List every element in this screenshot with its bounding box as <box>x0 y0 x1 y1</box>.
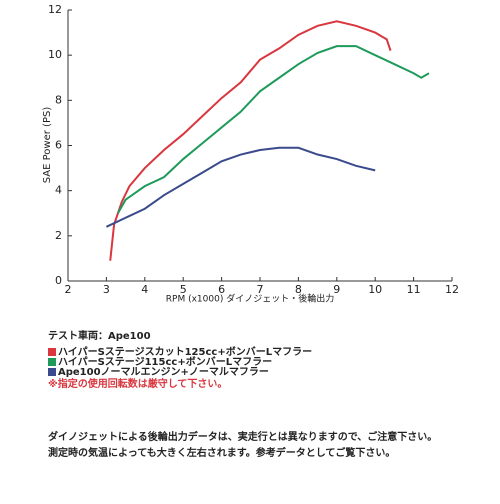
series-line <box>105 146 376 228</box>
legend-swatch <box>48 358 56 366</box>
x-tick-label: 8 <box>295 283 302 296</box>
y-tick-label: 2 <box>55 229 62 242</box>
x-tick-label: 10 <box>368 283 382 296</box>
y-tick-label: 6 <box>55 139 62 152</box>
x-tick-label: 9 <box>333 283 340 296</box>
x-tick-label: 4 <box>141 283 148 296</box>
legend-label: ハイパーSステージ115cc+ボンバーLマフラー <box>58 355 272 368</box>
legend-label: Ape100ノーマルエンジン+ノーマルマフラー <box>58 366 269 378</box>
y-axis-label: SAE Power (PS) <box>42 107 53 184</box>
series-line <box>109 20 392 261</box>
x-axis-label: RPM (x1000) ダイノジェット・後輪出力 <box>166 293 334 305</box>
y-tick-label: 12 <box>48 3 62 16</box>
x-tick-label: 3 <box>103 283 110 296</box>
footnote: ダイノジェットによる後輪出力データは、実走行とは異なりますので、ご注意下さい。 <box>48 430 437 443</box>
y-tick-label: 10 <box>48 48 62 61</box>
warning: ※指定の使用回転数は厳守して下さい。 <box>48 377 227 390</box>
legend-label: ハイパーSステージスカット125cc+ボンバーLマフラー <box>58 345 312 358</box>
x-tick-label: 7 <box>257 283 264 296</box>
footnote: 測定時の気温によっても大きく左右されます。参考データとしてご覧下さい。 <box>48 446 395 459</box>
y-tick-label: 4 <box>55 184 62 197</box>
series-line <box>117 45 430 214</box>
y-tick-label: 8 <box>55 93 62 106</box>
y-tick-label: 0 <box>55 274 62 287</box>
x-tick-label: 6 <box>218 283 225 296</box>
x-tick-label: 5 <box>180 283 187 296</box>
x-tick-label: 11 <box>407 283 421 296</box>
legend-title: テスト車両：Ape100 <box>48 329 151 342</box>
legend-swatch <box>48 348 56 356</box>
legend-swatch <box>48 368 56 376</box>
x-tick-label: 2 <box>65 283 72 296</box>
x-tick-label: 12 <box>445 283 459 296</box>
